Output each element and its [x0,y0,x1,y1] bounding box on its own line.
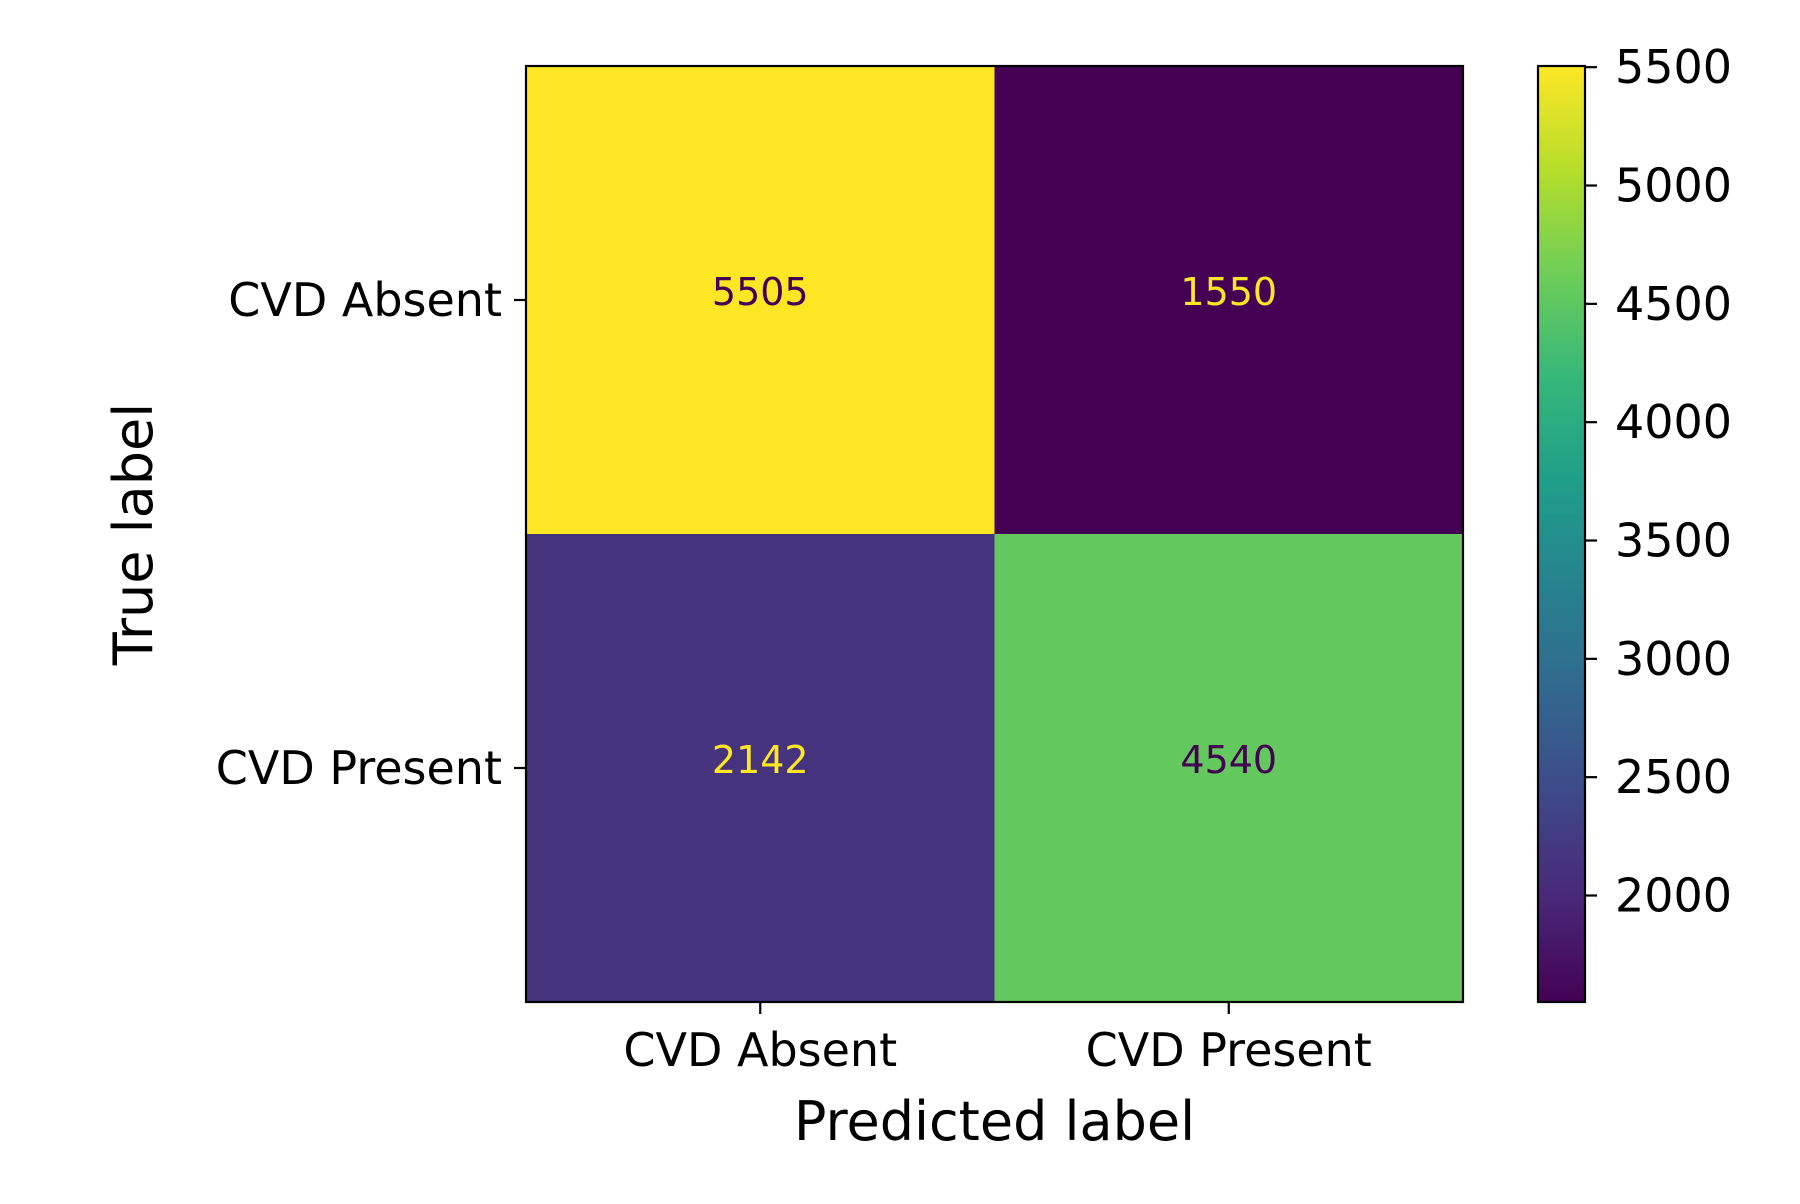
heatmap-cell-r0-c1 [994,66,1464,535]
y-tick-label: CVD Present [216,741,502,795]
x-axis-label: Predicted label [794,1090,1195,1153]
plot-frame [524,64,1465,1004]
y-axis-label: True label [102,403,165,666]
cell-value-label: 4540 [1180,738,1277,782]
cell-value-labels: 5505 1550 2142 4540 [712,270,1277,782]
colorbar-tick-label: 4000 [1615,395,1732,449]
y-axis-ticks: CVD Absent CVD Present [216,273,526,795]
heatmap-cell-r0-c0 [526,66,995,535]
heatmap-cells [526,66,1464,1003]
colorbar-tick-label: 5000 [1615,159,1732,213]
colorbar-tick-label: 5500 [1615,40,1732,94]
colorbar-tick-label: 2500 [1615,750,1732,804]
colorbar-tick-label: 3000 [1615,632,1732,686]
colorbar-tick-label: 4500 [1615,277,1732,331]
cell-value-label: 5505 [712,270,809,314]
colorbar [1538,66,1585,1002]
colorbar-ticks: 2000 2500 3000 3500 4000 4500 5000 5500 [1585,40,1732,923]
colorbar-tick-label: 2000 [1615,869,1732,923]
heatmap-cell-r1-c0 [526,534,995,1003]
x-axis-ticks: CVD Absent CVD Present [623,1002,1372,1077]
x-tick-label: CVD Absent [623,1023,897,1077]
cell-value-label: 1550 [1180,270,1277,314]
y-tick-label: CVD Absent [228,273,502,327]
cell-value-label: 2142 [712,738,809,782]
x-tick-label: CVD Present [1086,1023,1372,1077]
heatmap-cell-r1-c1 [994,534,1464,1003]
colorbar-frame [1536,64,1587,1004]
colorbar-tick-label: 3500 [1615,514,1732,568]
